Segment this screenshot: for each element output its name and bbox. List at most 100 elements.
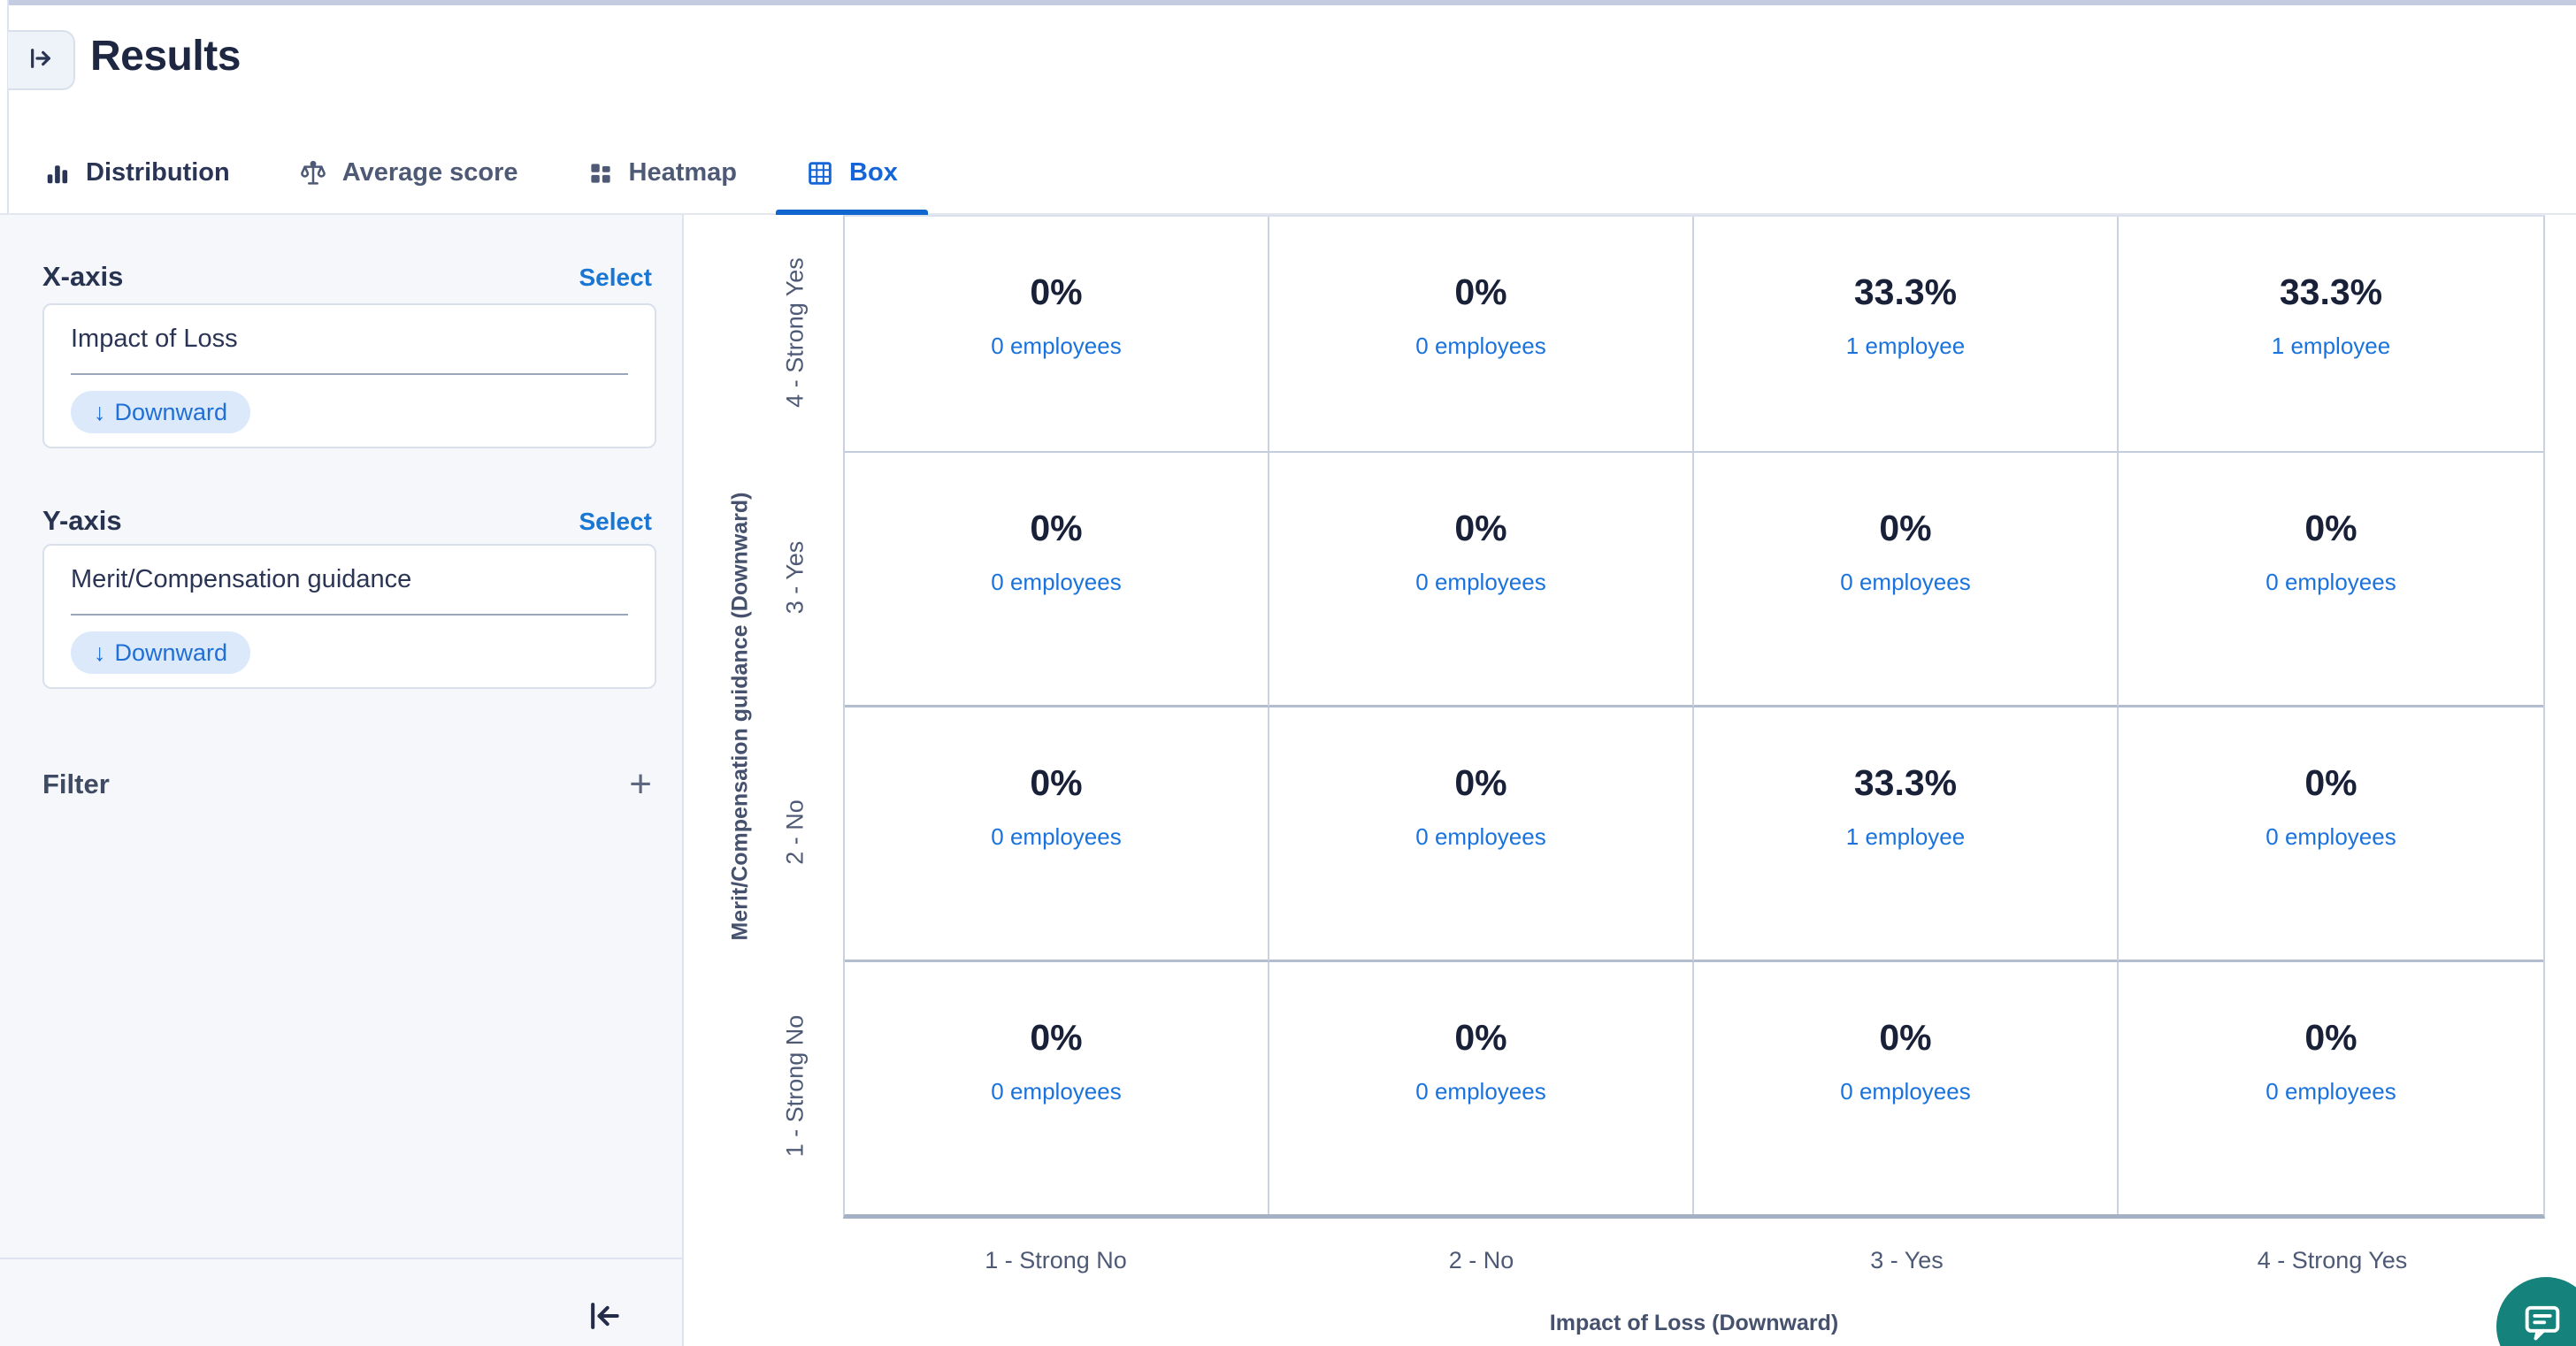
- filter-heading: Filter: [42, 769, 110, 799]
- cell-percentage: 0%: [1454, 762, 1507, 803]
- y-tick-label: 4 - Strong Yes: [781, 257, 809, 408]
- y-tick-label: 1 - Strong No: [781, 1014, 809, 1158]
- matrix-cell: 0% 0 employees: [1694, 453, 2119, 707]
- collapse-sidebar-button[interactable]: [579, 1293, 629, 1342]
- cell-percentage: 33.3%: [2279, 271, 2383, 312]
- y-tick-label: 3 - Yes: [781, 540, 809, 615]
- x-tick-label: 4 - Strong Yes: [2257, 1247, 2408, 1273]
- cell-percentage: 0%: [1454, 508, 1507, 548]
- x-tick-labels: 1 - Strong No 2 - No 3 - Yes 4 - Strong …: [843, 1247, 2545, 1274]
- cell-percentage: 0%: [1030, 762, 1083, 803]
- tab-distribution[interactable]: Distribution: [14, 133, 260, 213]
- cell-percentage: 0%: [1454, 271, 1507, 312]
- matrix-cell: 33.3% 1 employee: [1694, 217, 2119, 453]
- tab-average-score[interactable]: Average score: [269, 133, 548, 213]
- cell-employee-link[interactable]: 0 employees: [991, 1078, 1122, 1105]
- results-tabbar: Distribution Average score Heatmap: [0, 133, 2576, 215]
- tab-label: Heatmap: [628, 158, 738, 187]
- tab-label: Average score: [341, 158, 518, 187]
- x-axis-card: Impact of Loss ↓ Downward: [42, 303, 656, 448]
- cell-percentage: 0%: [1454, 1017, 1507, 1058]
- cell-employee-link[interactable]: 0 employees: [2266, 823, 2396, 850]
- x-axis-question-field[interactable]: Impact of Loss: [71, 325, 628, 375]
- cell-employee-link[interactable]: 0 employees: [2266, 569, 2396, 595]
- y-tick-label: 2 - No: [781, 799, 809, 865]
- matrix-cell: 0% 0 employees: [1269, 707, 1694, 962]
- config-sidebar: X-axis Select Impact of Loss ↓ Downward …: [0, 215, 684, 1346]
- cell-percentage: 0%: [1030, 271, 1083, 312]
- box-matrix: 0% 0 employees 0% 0 employees 33.3% 1 em…: [843, 215, 2545, 1219]
- cell-employee-link[interactable]: 1 employee: [2271, 333, 2391, 359]
- chat-bubble-icon: [2519, 1298, 2565, 1346]
- matrix-cell: 0% 0 employees: [1269, 962, 1694, 1214]
- direction-label: Downward: [114, 398, 228, 425]
- y-axis-title: Merit/Compensation guidance (Downward): [727, 492, 753, 941]
- cell-percentage: 0%: [1879, 508, 1932, 548]
- matrix-cell: 0% 0 employees: [2119, 962, 2543, 1214]
- cell-employee-link[interactable]: 1 employee: [1845, 823, 1966, 850]
- add-filter-button[interactable]: +: [629, 762, 652, 806]
- expand-right-icon: [27, 44, 55, 77]
- cell-employee-link[interactable]: 0 employees: [1415, 1078, 1546, 1105]
- y-axis-card: Merit/Compensation guidance ↓ Downward: [42, 544, 656, 689]
- down-arrow-icon: ↓: [94, 639, 106, 666]
- matrix-cell: 0% 0 employees: [1269, 217, 1694, 453]
- expand-sidebar-button[interactable]: [8, 30, 75, 90]
- cell-employee-link[interactable]: 0 employees: [1415, 823, 1546, 850]
- matrix-cell: 0% 0 employees: [845, 453, 1269, 707]
- filter-section-header: Filter +: [42, 765, 652, 804]
- matrix-cell: 33.3% 1 employee: [1694, 707, 2119, 962]
- collapsed-panel-edge: [7, 0, 9, 215]
- cell-employee-link[interactable]: 0 employees: [2266, 1078, 2396, 1105]
- cell-percentage: 0%: [2304, 508, 2358, 548]
- matrix-cell: 0% 0 employees: [2119, 453, 2543, 707]
- tab-heatmap[interactable]: Heatmap: [557, 133, 768, 213]
- y-axis-question-field[interactable]: Merit/Compensation guidance: [71, 565, 628, 616]
- y-axis-heading: Y-axis: [42, 505, 122, 536]
- direction-label: Downward: [114, 639, 228, 666]
- y-axis-section-header: Y-axis Select: [42, 505, 652, 537]
- cell-percentage: 0%: [2304, 1017, 2358, 1058]
- page-title: Results: [90, 33, 241, 80]
- cell-employee-link[interactable]: 0 employees: [1840, 569, 1971, 595]
- sidebar-footer-divider: [0, 1258, 682, 1259]
- collapse-left-icon: [585, 1296, 624, 1340]
- squares-icon: [587, 160, 614, 187]
- x-axis-heading: X-axis: [42, 261, 124, 292]
- cell-employee-link[interactable]: 1 employee: [1845, 333, 1966, 359]
- tab-label: Box: [849, 158, 898, 187]
- bar-chart-icon: [44, 160, 71, 187]
- x-axis-section-header: X-axis Select: [42, 261, 652, 293]
- matrix-cell: 0% 0 employees: [845, 707, 1269, 962]
- x-axis-title: Impact of Loss (Downward): [1549, 1311, 1839, 1335]
- cell-employee-link[interactable]: 0 employees: [1840, 1078, 1971, 1105]
- cell-employee-link[interactable]: 0 employees: [991, 333, 1122, 359]
- y-axis-direction-badge: ↓ Downward: [71, 631, 251, 674]
- chat-widget-button[interactable]: [2496, 1277, 2576, 1346]
- x-tick-label: 1 - Strong No: [985, 1247, 1127, 1273]
- cell-employee-link[interactable]: 0 employees: [1415, 333, 1546, 359]
- cell-percentage: 0%: [1030, 1017, 1083, 1058]
- cell-employee-link[interactable]: 0 employees: [991, 569, 1122, 595]
- cell-employee-link[interactable]: 0 employees: [991, 823, 1122, 850]
- x-tick-label: 2 - No: [1448, 1247, 1514, 1273]
- down-arrow-icon: ↓: [94, 398, 106, 425]
- cell-percentage: 0%: [1879, 1017, 1932, 1058]
- cell-employee-link[interactable]: 0 employees: [1415, 569, 1546, 595]
- top-accent-strip: [7, 0, 2576, 5]
- matrix-cell: 0% 0 employees: [2119, 707, 2543, 962]
- y-axis-select-link[interactable]: Select: [579, 508, 653, 535]
- x-tick-label: 3 - Yes: [1870, 1247, 1944, 1273]
- cell-percentage: 33.3%: [1853, 762, 1958, 803]
- matrix-cell: 0% 0 employees: [1694, 962, 2119, 1214]
- matrix-cell: 0% 0 employees: [845, 217, 1269, 453]
- tab-box[interactable]: Box: [776, 133, 928, 215]
- grid-icon: [806, 159, 834, 187]
- matrix-cell: 0% 0 employees: [845, 962, 1269, 1214]
- tab-label: Distribution: [86, 158, 230, 187]
- matrix-cell: 33.3% 1 employee: [2119, 217, 2543, 453]
- cell-percentage: 0%: [2304, 762, 2358, 803]
- x-axis-select-link[interactable]: Select: [579, 264, 653, 291]
- matrix-cell: 0% 0 employees: [1269, 453, 1694, 707]
- scales-icon: [299, 159, 327, 187]
